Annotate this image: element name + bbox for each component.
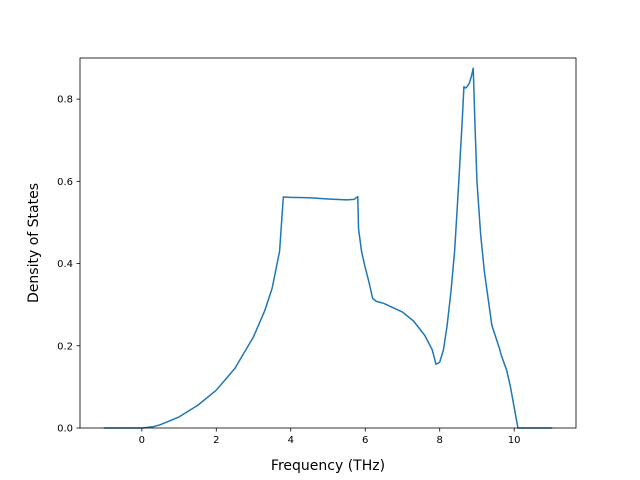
y-tick-label: 0.6 (57, 177, 73, 188)
x-tick-label: 2 (213, 435, 219, 446)
chart-marks: 0 2 4 6 8 10 0.0 0.2 0.4 0.6 0.8 (57, 67, 553, 446)
dos-line (103, 67, 553, 429)
x-tick-label: 6 (362, 435, 368, 446)
x-tick-label: 8 (437, 435, 443, 446)
x-tick-label: 10 (508, 435, 521, 446)
x-tick-label: 4 (288, 435, 294, 446)
y-tick-label: 0.8 (57, 95, 73, 106)
y-tick-label: 0.2 (57, 341, 73, 352)
plot-area (80, 58, 576, 428)
y-tick-label: 0.4 (57, 259, 73, 270)
plot-frame (79, 57, 577, 429)
x-tick-label: 0 (139, 435, 145, 446)
x-axis-label: Frequency (THz) (271, 458, 385, 474)
y-axis-label: Density of States (26, 183, 42, 303)
y-tick-label: 0.0 (57, 424, 73, 435)
